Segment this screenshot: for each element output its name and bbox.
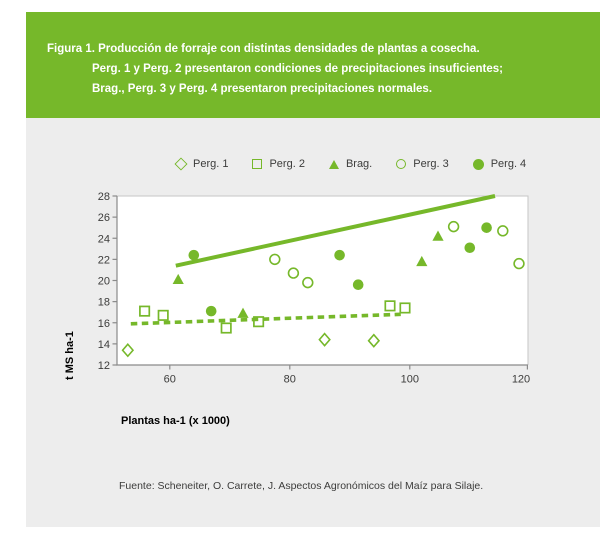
legend-label: Perg. 1 [193,158,229,170]
plot-border [117,195,529,365]
perg-4-point [188,249,200,261]
legend-item-brag: Brag. [328,158,373,170]
x-tick-label: 120 [512,374,530,386]
x-tick-label: 60 [164,374,176,386]
brag-point [172,273,184,285]
scatter-plot: 12 14 16 18 20 22 24 26 28 60 80 100 120 [98,191,530,386]
brag-point [416,255,428,267]
y-tick-label: 14 [98,339,110,351]
perg-2-point [157,309,169,321]
legend-label: Perg. 3 [413,158,449,170]
perg-2-point [384,300,396,312]
y-tick-label: 26 [98,212,110,224]
figure-caption: Figura 1. Producción de forraje con dist… [26,12,600,118]
y-tick-label: 24 [98,233,110,245]
brag-point [432,230,444,241]
perg-3-point [513,257,525,270]
y-tick-label: 18 [98,297,110,309]
y-tick-label: 20 [98,276,110,288]
caption-line-3: Brag., Perg. 3 y Perg. 4 presentaron pre… [92,83,433,95]
legend-item-perg-3: Perg. 3 [396,158,449,170]
perg-4-point [464,242,476,254]
perg-3-point [302,276,314,289]
perg-4-point [205,305,217,317]
perg-2-point [399,302,411,314]
perg-3-point [447,220,460,233]
legend-label: Perg. 2 [269,158,305,170]
y-axis-label: t MS ha-1 [64,331,76,380]
perg-2-point [253,316,265,328]
perg-3-point [497,225,509,237]
caption-line-1: Figura 1. Producción de forraje con dist… [47,43,480,55]
circle-filled-icon [472,158,484,170]
perg-1-point [318,332,331,347]
source-note: Fuente: Scheneiter, O. Carrete, J. Aspec… [119,480,484,492]
x-tick-label: 100 [401,374,419,386]
y-tick-label: 16 [98,318,110,330]
y-tick-label: 12 [98,360,110,372]
perg-3-point [269,253,281,266]
perg-1-point [121,342,135,358]
perg-2-point [220,322,232,334]
trend-line-solid [175,194,496,268]
chart-legend: Perg. 1 Perg. 2 Brag. Perg. 3 Perg. 4 [174,157,527,171]
perg-4-point [481,222,492,233]
brag-point [237,307,249,318]
x-axis-label: Plantas ha-1 (x 1000) [121,415,230,427]
x-tick-label: 80 [284,374,296,386]
y-tick-label: 22 [98,254,110,266]
perg-2-point [139,305,151,317]
y-tick-label: 28 [98,191,110,203]
legend-label: Brag. [345,158,373,170]
legend-item-perg-2: Perg. 2 [252,158,305,170]
triangle-filled-icon [328,159,339,169]
trend-line-dashed [130,312,401,326]
caption-line-2: Perg. 1 y Perg. 2 presentaron condicione… [92,63,503,75]
legend-label: Perg. 4 [490,158,527,170]
perg-1-point [367,333,381,348]
perg-4-point [352,279,364,291]
legend-item-perg-1: Perg. 1 [174,157,229,171]
square-open-icon [252,159,263,169]
perg-3-point [287,267,300,279]
perg-4-point [334,249,345,261]
circle-open-icon [396,159,407,169]
legend-item-perg-4: Perg. 4 [472,158,527,170]
